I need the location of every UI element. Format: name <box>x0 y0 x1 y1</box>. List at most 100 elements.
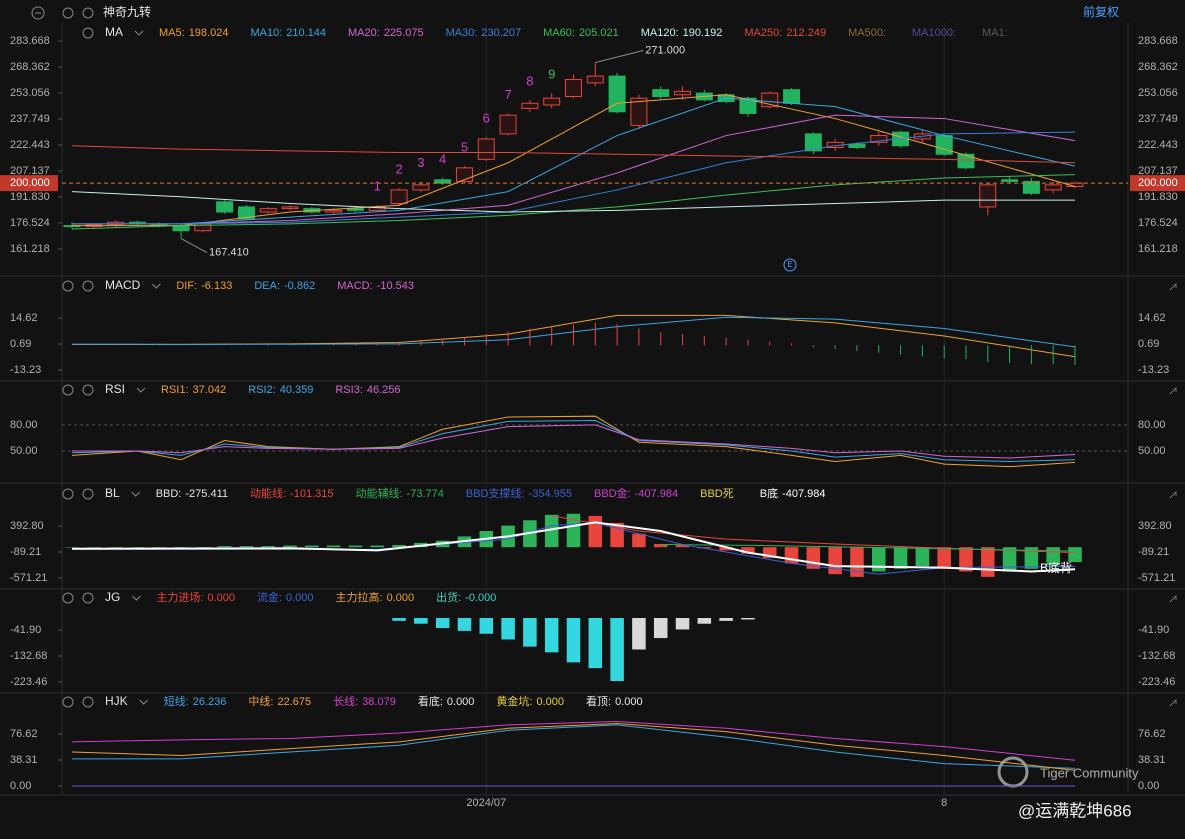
settings-icon[interactable] <box>62 7 74 19</box>
bar <box>828 547 842 575</box>
bar <box>981 547 995 577</box>
bar <box>697 547 712 549</box>
bar <box>588 617 603 669</box>
bar <box>115 344 117 346</box>
legend-label: 动能线: <box>250 486 286 500</box>
settings-icon <box>82 696 94 708</box>
indicator-name: JG <box>105 590 120 604</box>
bar <box>420 339 422 346</box>
y-tick-label-right: 76.62 <box>1138 728 1166 740</box>
y-tick-label-right: 191.830 <box>1138 191 1178 203</box>
indicator-name: BL <box>105 486 120 500</box>
bar <box>1009 345 1011 364</box>
y-tick-label-left: 80.00 <box>10 419 38 431</box>
bar <box>660 332 662 346</box>
bar <box>675 617 690 630</box>
y-tick-label-left: 0.69 <box>10 338 31 350</box>
dropdown-chevron[interactable] <box>139 699 149 705</box>
td-label: 5 <box>461 140 468 155</box>
y-tick-label-right: 222.443 <box>1138 139 1178 151</box>
td-label: 4 <box>439 151 446 166</box>
bar <box>174 547 188 548</box>
dropdown-chevron[interactable] <box>134 30 144 36</box>
y-tick-label-right: -13.23 <box>1138 364 1169 376</box>
candle-body <box>237 206 255 220</box>
bar <box>267 344 269 346</box>
bar <box>965 345 967 360</box>
candle-body <box>346 208 364 211</box>
candle-body <box>1022 180 1040 194</box>
y-tick-label-right: 283.668 <box>1138 35 1178 47</box>
legend-label: MA10: <box>250 27 282 39</box>
legend-label: MA250: <box>744 27 782 39</box>
y-tick-label-left: -13.23 <box>10 364 41 376</box>
candle-body <box>586 75 604 84</box>
legend-label: B底 <box>760 486 778 500</box>
bar <box>376 343 378 346</box>
bar <box>87 547 101 548</box>
legend-value: 26.236 <box>193 696 227 708</box>
legend-value: 46.256 <box>367 384 401 396</box>
bar <box>224 344 226 346</box>
legend-value: 22.675 <box>277 696 311 708</box>
expand-icon[interactable] <box>1169 490 1177 499</box>
y-tick-label-left: 253.056 <box>10 87 50 99</box>
y-tick-label-left: 392.80 <box>10 520 44 532</box>
expand-icon[interactable] <box>1169 594 1177 603</box>
bar <box>987 345 989 363</box>
settings-icon[interactable] <box>82 7 94 19</box>
y-tick-label-left: -223.46 <box>10 676 47 688</box>
dropdown-chevron[interactable] <box>151 283 161 289</box>
collapse-icon[interactable] <box>31 6 45 20</box>
legend-label: BBD: <box>156 488 182 500</box>
dropdown-chevron[interactable] <box>131 595 141 601</box>
series-line <box>71 723 1076 771</box>
expand-icon[interactable] <box>1169 386 1177 395</box>
candle-body <box>783 89 801 104</box>
candle-body <box>216 201 234 213</box>
y-tick-label-right: 392.80 <box>1138 520 1172 532</box>
legend-value: -6.133 <box>201 280 232 292</box>
bar <box>747 339 749 346</box>
expand-icon[interactable] <box>1169 698 1177 707</box>
candle-body <box>979 184 997 208</box>
settings-icon[interactable] <box>62 696 74 708</box>
candle-body <box>674 90 692 96</box>
legend-value: 0.000 <box>207 592 235 604</box>
settings-icon[interactable] <box>62 280 74 292</box>
bar <box>136 344 138 346</box>
series-line <box>71 720 1076 761</box>
legend-label: 长线: <box>333 694 358 708</box>
event-marker[interactable] <box>783 258 797 272</box>
bar <box>719 617 733 621</box>
price-tag: 200.000 <box>1138 177 1178 189</box>
bar <box>485 334 487 346</box>
dropdown-chevron[interactable] <box>136 387 146 393</box>
bar <box>65 547 79 548</box>
bar <box>333 344 335 346</box>
legend-value: -407.984 <box>635 488 678 500</box>
adjust-mode[interactable]: 前复权 <box>1083 4 1119 19</box>
bar <box>71 344 73 346</box>
legend-value: 190.192 <box>683 27 723 39</box>
legend-label: MACD: <box>337 280 372 292</box>
legend-label: 主力拉高: <box>336 590 383 604</box>
legend-label: RSI1: <box>161 384 189 396</box>
bar <box>893 547 908 569</box>
x-tick-label: 8 <box>941 797 947 809</box>
legend-label: 看顶: <box>586 694 611 708</box>
settings-icon[interactable] <box>62 592 74 604</box>
settings-icon[interactable] <box>62 384 74 396</box>
frame <box>0 22 1185 796</box>
x-tick-label: 2024/07 <box>466 797 506 809</box>
td-label: 7 <box>504 87 511 102</box>
expand-icon[interactable] <box>1169 282 1177 291</box>
bar <box>239 546 254 548</box>
settings-icon[interactable] <box>62 488 74 500</box>
bar <box>791 343 793 346</box>
candle-body <box>477 138 495 160</box>
y-tick-label-right: 268.362 <box>1138 61 1178 73</box>
candle-body <box>412 184 430 191</box>
dropdown-chevron[interactable] <box>131 491 141 497</box>
